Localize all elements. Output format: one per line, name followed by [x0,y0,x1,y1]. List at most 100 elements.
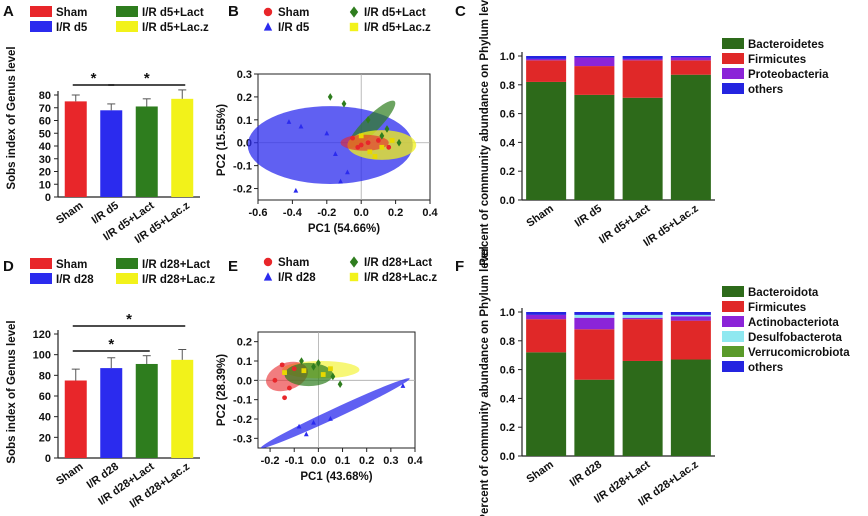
stacked-bar-segment [526,58,567,61]
legend-swatch [116,21,138,32]
legend-marker [349,272,359,282]
y-tick-label: 20 [39,432,51,444]
legend-swatch [722,361,744,372]
x-axis-label: PC1 (43.68%) [300,471,372,483]
stacked-bar-segment [574,57,615,67]
data-point-lact [341,99,347,108]
y-tick-label: 0.8 [500,336,515,348]
y-tick-label: 0.2 [237,337,252,349]
x-tick-label: 0.4 [407,455,423,467]
legend-swatch [30,273,52,284]
legend-label: I/R d5+Lac.z [364,22,431,34]
y-tick-label: 120 [33,329,51,341]
data-point-lact [327,93,333,101]
x-tick-label: 0.0 [354,207,369,219]
y-tick-label: 0.0 [237,375,252,387]
legend-marker [263,257,273,267]
data-point-ir [333,151,338,156]
x-tick-label: -0.1 [285,455,304,467]
data-point-lact [315,359,321,367]
y-tick-label: 0.1 [237,356,252,368]
legend-swatch [722,346,744,357]
stacked-bar-segment [670,314,711,317]
data-point-sham [291,366,297,372]
confidence-ellipse-ir [260,378,410,449]
y-tick-label: 0.1 [237,115,252,127]
legend-label: Actinobacteriota [748,317,839,329]
confidence-ellipse-lact [284,362,333,387]
x-category-label: I/R d5+Lac.z [641,202,701,249]
y-tick-label: -0.2 [233,414,252,426]
stacked-bar-segment [526,56,567,59]
data-point-sham [365,140,371,146]
bar [135,106,158,197]
legend-label: I/R d28+Lact [142,259,210,271]
stacked-bar-segment [622,56,663,59]
stacked-bar-segment [622,312,663,315]
stacked-bar-segment [622,317,663,320]
y-tick-label: 60 [39,116,51,128]
stacked-bar-segment [574,329,615,380]
stacked-bar-segment [526,319,567,353]
x-tick-label: -0.6 [249,207,268,219]
y-axis-label: Sobs index of Genus level [6,46,18,189]
legend-label: I/R d28+Lac.z [364,272,437,284]
data-point-lact [311,363,316,371]
x-category-label: I/R d28+Lac.z [128,460,193,510]
significance-star: * [108,336,114,353]
data-point-sham [350,135,355,141]
data-point-lact [337,380,343,388]
data-point-ir [296,423,302,429]
legend-swatch [722,286,744,297]
x-category-label: Sham [524,203,556,230]
x-category-label: I/R d5 [573,203,604,230]
data-point-ir [311,419,316,425]
y-axis-label: Percent of community abundance on Phylum… [479,246,491,516]
legend-label: others [748,84,783,96]
stacked-bar-segment [526,60,567,82]
legend-swatch [30,6,52,17]
data-point-lact [384,125,390,133]
data-point-lacz [389,138,395,143]
bar [100,110,123,197]
x-tick-label: -0.2 [317,207,336,219]
stacked-bar-segment [526,312,567,315]
y-axis-label: Percent of community abundance on Phylum… [479,0,491,266]
panel-label-F: F [455,258,464,275]
data-point-lacz [379,144,385,150]
x-axis-label: PC1 (54.66%) [308,223,380,235]
x-tick-label: 0.1 [335,455,350,467]
x-tick-label: 0.2 [359,455,374,467]
legend-swatch [116,6,138,17]
legend-label: Sham [278,7,309,19]
legend-label: Verrucomicrobiota [748,347,850,359]
y-tick-label: 0.8 [500,80,515,92]
data-point-ir [328,416,333,421]
x-category-label: I/R d28 [568,459,604,490]
y-tick-label: 50 [39,128,51,140]
data-point-ir [338,178,343,184]
legend-swatch [30,21,52,32]
stacked-bar-segment [670,60,711,75]
data-point-sham [279,362,285,368]
legend-label: Desulfobacterota [748,332,843,344]
y-tick-label: 60 [39,391,51,403]
stacked-bar-segment [670,56,711,58]
x-tick-label: -0.2 [261,455,280,467]
data-point-sham [358,142,364,148]
legend-label: I/R d28+Lac.z [142,274,215,286]
legend-label: Proteobacteria [748,69,829,81]
data-point-lact [379,132,385,140]
legend-swatch [722,68,744,79]
x-tick-label: 0.0 [311,455,326,467]
stacked-bar-segment [622,319,663,361]
legend-label: I/R d5+Lac.z [142,22,209,34]
stacked-bar-segment [622,58,663,61]
stacked-bar-segment [670,359,711,456]
legend-marker [349,256,359,268]
y-tick-label: -0.3 [233,433,252,445]
y-tick-label: 0 [45,192,51,204]
legend-swatch [116,273,138,284]
legend-marker [263,7,273,17]
